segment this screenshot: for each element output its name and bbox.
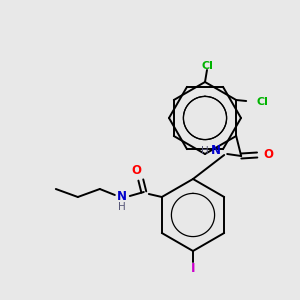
Text: N: N — [211, 145, 221, 158]
Text: O: O — [132, 164, 142, 176]
Text: Cl: Cl — [201, 61, 213, 71]
Text: I: I — [191, 262, 195, 275]
Text: O: O — [263, 148, 273, 160]
Text: N: N — [117, 190, 127, 203]
Text: Cl: Cl — [256, 97, 268, 107]
Text: H: H — [118, 202, 126, 212]
Text: H: H — [201, 146, 209, 156]
